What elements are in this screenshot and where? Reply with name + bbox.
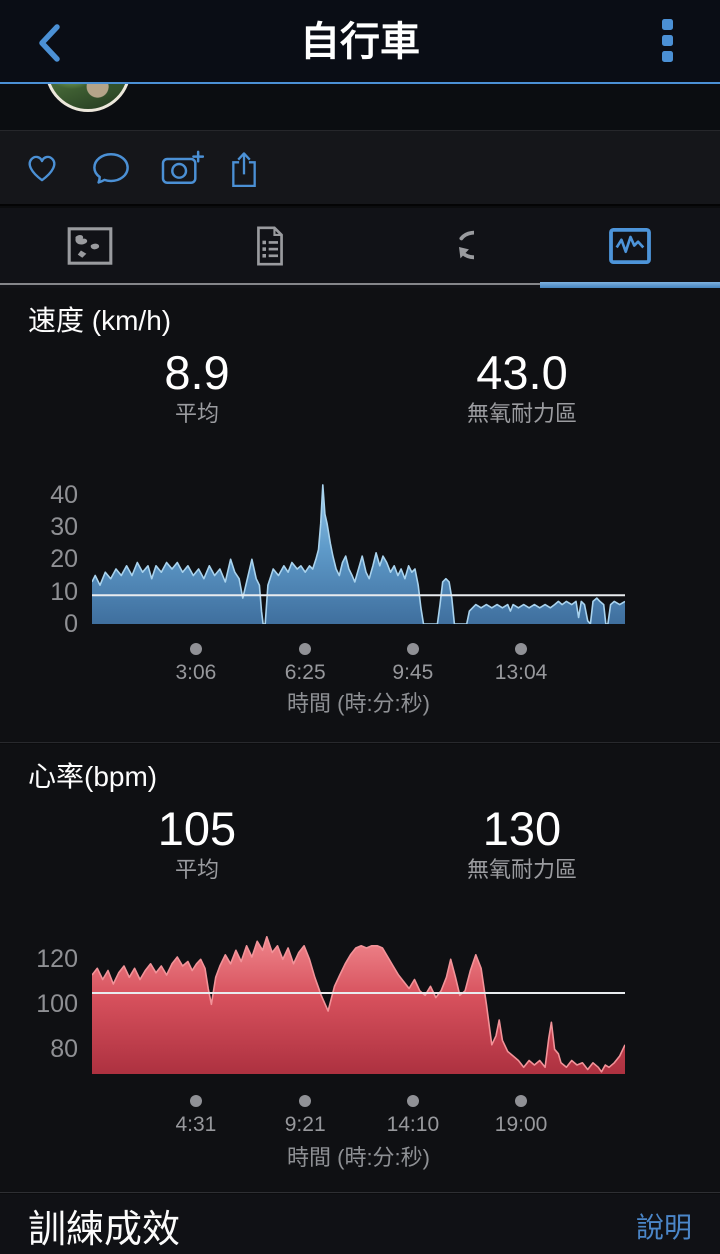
stat-label: 無氧耐力區 [466, 401, 577, 426]
x-axis-label: 9:45 [392, 661, 434, 684]
tab-details-list[interactable] [180, 208, 360, 288]
back-button[interactable] [30, 22, 64, 62]
y-axis-label: 80 [50, 1035, 78, 1064]
x-tick-dot [299, 643, 312, 655]
tabbar-baseline [0, 283, 543, 285]
y-axis-label: 10 [50, 577, 78, 606]
training-effect-section: 訓練成效 說明 [0, 1194, 720, 1254]
chevron-left-icon [36, 24, 64, 66]
overflow-menu-button[interactable] [662, 19, 674, 65]
share-button[interactable] [228, 149, 262, 187]
stat-average: 105 平均 [47, 802, 347, 884]
selected-tab-underline [540, 282, 720, 288]
speed-chart-title: 速度 (km/h) [28, 305, 172, 336]
share-icon [228, 149, 262, 189]
stat-value: 43.0 [476, 346, 568, 399]
page-title: 自行車 [300, 20, 420, 64]
heart-rate-chart[interactable]: 120 100 80 4:31 9:21 14:10 19:00 時間 (時:分:秒) [0, 908, 720, 1188]
x-axis-label: 19:00 [494, 1113, 548, 1136]
kebab-menu-icon [662, 19, 673, 30]
stat-max-zone: 43.0 無氧耐力區 [372, 346, 672, 428]
stat-average: 8.9 平均 [47, 346, 347, 428]
app-bar: 自行車 [0, 0, 720, 84]
comment-bubble-button[interactable] [92, 149, 129, 187]
social-action-bar [0, 131, 720, 206]
x-axis-label: 4:31 [175, 1113, 217, 1136]
like-heart-button[interactable] [24, 149, 58, 187]
x-axis-label: 9:21 [284, 1113, 326, 1136]
activity-tab-bar [0, 208, 720, 288]
heart-rate-chart-title: 心率(bpm) [28, 761, 158, 792]
tab-charts[interactable] [540, 208, 720, 288]
help-link[interactable]: 說明 [636, 1208, 692, 1248]
x-axis-title: 時間 (時:分:秒) [287, 691, 430, 716]
camera-add-button[interactable] [160, 149, 204, 187]
y-axis-label: 20 [50, 545, 78, 574]
y-axis-label: 0 [64, 610, 78, 638]
chart-plot-area[interactable] [92, 474, 625, 624]
stat-value: 105 [157, 802, 237, 855]
stat-label: 平均 [174, 857, 219, 882]
x-tick-dot [515, 643, 528, 655]
heart-rate-chart-card: 心率(bpm) 105 平均 130 無氧耐力區 120 100 80 4:31 9:2… [0, 744, 720, 1193]
y-axis-label: 30 [50, 512, 78, 541]
heart-rate-stats: 105 平均 130 無氧耐力區 [0, 802, 720, 884]
x-tick-dot [515, 1095, 528, 1107]
training-effect-heading: 訓練成效 [28, 1209, 181, 1251]
tab-laps[interactable] [360, 208, 540, 288]
details-list-icon [254, 224, 286, 273]
y-axis-label: 120 [36, 945, 78, 974]
x-tick-dot [299, 1095, 312, 1107]
camera-add-icon [160, 149, 204, 187]
speed-chart[interactable]: 40 30 20 10 0 3:06 6:25 9:45 13:04 時間 (時:分:秒) [0, 452, 720, 732]
stat-label: 無氧耐力區 [466, 857, 577, 882]
speed-chart-card: 速度 (km/h) 8.9 平均 43.0 無氧耐力區 40 30 20 10 0 3:0… [0, 288, 720, 743]
y-axis-label: 100 [36, 990, 78, 1019]
comment-bubble-icon [92, 150, 129, 186]
x-tick-dot [406, 643, 419, 655]
tab-map[interactable] [0, 208, 180, 288]
x-tick-dot [189, 1095, 202, 1107]
y-axis-label: 40 [50, 480, 78, 509]
x-axis-label: 13:04 [494, 661, 548, 684]
speed-stats: 8.9 平均 43.0 無氧耐力區 [0, 346, 720, 428]
x-axis-label: 6:25 [284, 661, 326, 684]
chart-plot-area[interactable] [92, 934, 625, 1074]
stat-max-zone: 130 無氧耐力區 [372, 802, 672, 884]
stat-value: 130 [482, 802, 562, 855]
stat-value: 8.9 [164, 346, 230, 399]
x-axis-label: 3:06 [175, 661, 217, 684]
charts-icon [608, 227, 652, 270]
x-axis-label: 14:10 [386, 1113, 440, 1136]
x-tick-dot [406, 1095, 419, 1107]
stat-label: 平均 [174, 401, 219, 426]
laps-icon [426, 228, 492, 269]
like-heart-icon [24, 151, 58, 185]
x-tick-dot [189, 643, 202, 655]
map-icon [67, 226, 113, 270]
x-axis-title: 時間 (時:分:秒) [287, 1145, 430, 1170]
